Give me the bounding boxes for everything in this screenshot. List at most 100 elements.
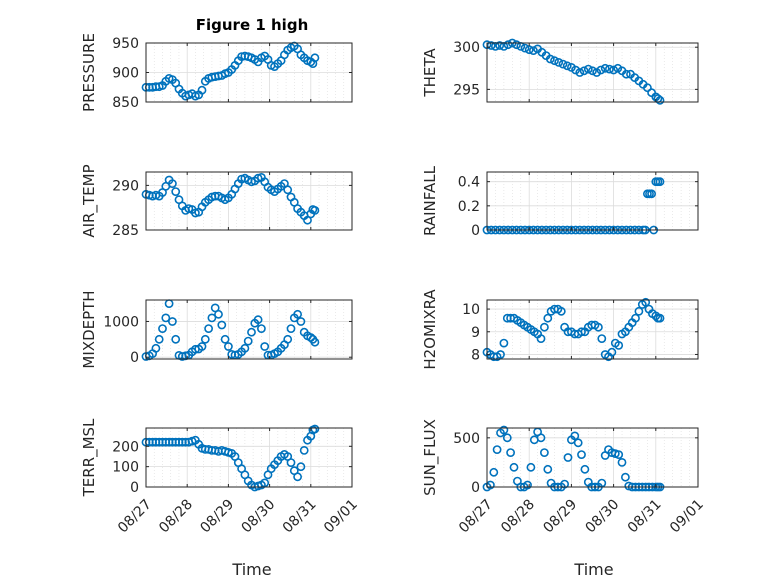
data-point <box>310 337 320 347</box>
data-point <box>197 85 207 95</box>
axes-box <box>486 427 699 488</box>
data-point <box>540 322 549 332</box>
data-point <box>220 334 230 344</box>
data-point <box>560 479 569 489</box>
x-tick-label: 09/01 <box>321 497 361 537</box>
x-axis-label-right: Time <box>573 560 613 579</box>
data-point <box>614 340 624 350</box>
y-axis-label: PRESSURE <box>80 33 98 112</box>
y-axis-label: THETA <box>421 48 439 98</box>
data-point <box>204 324 213 333</box>
data-point <box>596 65 606 75</box>
data-point <box>563 453 573 462</box>
data-point <box>617 457 627 467</box>
data-point <box>260 342 270 351</box>
data-point <box>647 88 656 98</box>
data-point <box>605 64 614 74</box>
data-point <box>580 464 590 474</box>
y-tick-label: 0 <box>130 350 139 366</box>
y-tick-label: 0.4 <box>458 175 480 191</box>
data-point <box>588 66 597 76</box>
data-point <box>543 313 553 323</box>
data-point <box>492 445 502 454</box>
data-point <box>621 472 630 482</box>
data-point <box>217 320 227 330</box>
data-point <box>543 464 553 474</box>
data-point <box>207 313 217 323</box>
y-tick-label: 9 <box>471 325 480 341</box>
data-point <box>247 327 256 337</box>
data-point <box>197 342 207 351</box>
data-point <box>655 313 665 323</box>
data-point <box>550 56 559 66</box>
y-tick-label: 0 <box>471 480 480 496</box>
data-point <box>310 205 320 215</box>
data-point <box>643 83 652 93</box>
data-point <box>200 334 210 344</box>
data-point <box>609 65 618 75</box>
data-point <box>293 309 302 319</box>
data-point <box>520 43 530 53</box>
data-point <box>495 41 505 50</box>
y-tick-label: 0 <box>130 480 139 496</box>
data-point <box>214 309 223 319</box>
data-point <box>631 313 640 323</box>
data-point <box>577 327 586 337</box>
y-tick-label: 200 <box>112 439 139 455</box>
subplot-7: 0 100 200 TERR_MSL 08/27 08/28 08/29 08/30 08/31… <box>80 418 361 536</box>
y-tick-label: 10 <box>462 302 480 318</box>
data-point <box>594 322 603 332</box>
data-point <box>299 445 309 455</box>
subplot-3: 285 290 AIR_TEMP <box>80 164 353 239</box>
data-point <box>286 458 296 467</box>
x-tick-label: 08/28 <box>498 497 538 537</box>
data-point <box>486 41 496 50</box>
data-point <box>243 336 253 346</box>
data-point <box>502 433 512 443</box>
y-tick-label: 1000 <box>103 314 139 330</box>
y-axis-label: AIR_TEMP <box>80 164 99 237</box>
data-point <box>167 317 177 326</box>
y-tick-label: 900 <box>112 66 139 82</box>
data-point <box>647 189 656 199</box>
data-point <box>600 63 610 73</box>
data-point <box>577 450 586 459</box>
data-point <box>597 334 607 343</box>
x-tick-label: 08/28 <box>156 497 196 537</box>
data-point <box>499 338 509 348</box>
data-point <box>579 66 589 76</box>
y-tick-label: 8 <box>471 347 480 363</box>
data-point <box>171 334 181 344</box>
y-axis-label: MIXDEPTH <box>80 290 98 368</box>
y-tick-label: 300 <box>453 40 480 56</box>
data-point <box>283 334 293 344</box>
data-point <box>573 438 583 448</box>
y-tick-label: 850 <box>112 95 139 111</box>
axes-box <box>145 427 353 488</box>
y-tick-label: 285 <box>112 223 139 239</box>
data-point <box>171 187 181 196</box>
data-point <box>562 61 572 71</box>
subplot-2: 295 300 THETA <box>421 38 699 105</box>
data-point <box>253 315 263 325</box>
y-axis-label: H2OMIXRA <box>421 289 439 370</box>
data-point <box>499 425 509 435</box>
data-point <box>575 68 585 77</box>
x-tick-label: 08/27 <box>456 497 496 537</box>
data-point <box>607 347 617 357</box>
data-point <box>161 313 171 323</box>
y-tick-label: 100 <box>112 460 139 476</box>
axes-box <box>486 299 699 360</box>
data-point <box>512 40 521 50</box>
data-point <box>151 343 161 353</box>
data-point <box>506 448 515 457</box>
data-point <box>293 472 302 482</box>
x-tick-label: 09/01 <box>667 497 707 537</box>
data-point <box>621 69 631 79</box>
subplot-1: 850 900 950 PRESSURE <box>80 33 353 112</box>
data-point <box>283 185 293 195</box>
data-point <box>223 342 233 351</box>
x-tick-label: 08/30 <box>239 497 279 537</box>
data-point <box>158 324 167 333</box>
